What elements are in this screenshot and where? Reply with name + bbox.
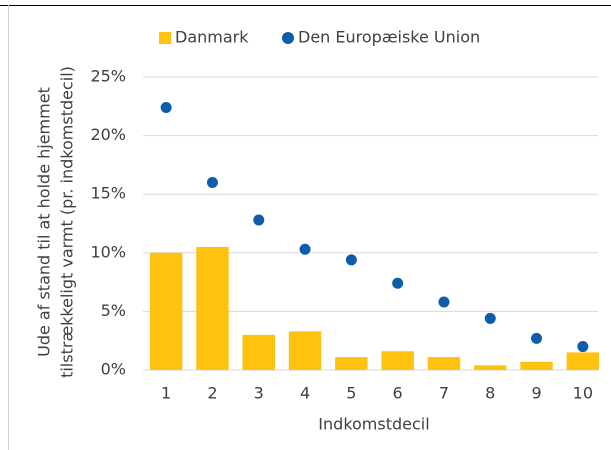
x-tick-label: 10 bbox=[573, 384, 593, 403]
x-tick-label: 2 bbox=[207, 384, 217, 403]
x-tick-label: 6 bbox=[393, 384, 403, 403]
dot bbox=[484, 312, 496, 324]
y-tick-label: 5% bbox=[101, 301, 126, 320]
dot bbox=[206, 176, 218, 188]
dot bbox=[531, 332, 543, 344]
x-tick-label: 3 bbox=[254, 384, 264, 403]
y-axis-title: tilstrækkeligt varmt (pr. indkomstdecil) bbox=[58, 66, 77, 378]
dot bbox=[160, 101, 172, 113]
bar bbox=[196, 246, 229, 370]
bar bbox=[242, 334, 275, 370]
legend-label: Danmark bbox=[175, 28, 249, 47]
x-tick-label: 4 bbox=[300, 384, 310, 403]
x-tick-label: 8 bbox=[485, 384, 495, 403]
dot bbox=[438, 296, 450, 308]
y-tick-label: 10% bbox=[90, 242, 126, 261]
legend-swatch bbox=[159, 32, 171, 44]
legend-swatch bbox=[282, 32, 294, 44]
y-tick-label: 15% bbox=[90, 184, 126, 203]
dot bbox=[577, 341, 589, 353]
x-tick-label: 1 bbox=[161, 384, 171, 403]
bar bbox=[149, 252, 183, 370]
y-tick-label: 20% bbox=[90, 125, 126, 144]
bar bbox=[288, 331, 322, 370]
x-axis-title: Indkomstdecil bbox=[318, 415, 429, 434]
dot bbox=[392, 277, 404, 289]
bar bbox=[474, 365, 507, 370]
legend-label: Den Europæiske Union bbox=[298, 28, 480, 47]
bar bbox=[566, 352, 600, 370]
y-tick-label: 25% bbox=[90, 67, 126, 86]
x-tick-label: 7 bbox=[439, 384, 449, 403]
dot bbox=[253, 214, 265, 226]
bar bbox=[520, 361, 553, 370]
x-tick-label: 9 bbox=[531, 384, 541, 403]
dot bbox=[299, 243, 311, 255]
y-axis-title: Ude af stand til at holde hjemmet bbox=[35, 87, 54, 357]
bar bbox=[427, 357, 461, 370]
dot bbox=[345, 254, 357, 266]
x-tick-label: 5 bbox=[346, 384, 356, 403]
bar bbox=[381, 351, 414, 370]
y-tick-label: 0% bbox=[101, 360, 126, 379]
bar bbox=[335, 357, 368, 370]
